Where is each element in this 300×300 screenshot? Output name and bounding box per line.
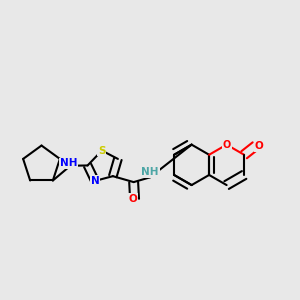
Text: O: O [223, 140, 231, 150]
Text: S: S [98, 146, 106, 156]
Text: O: O [129, 194, 137, 204]
Text: O: O [255, 141, 263, 151]
Text: NH: NH [141, 167, 159, 177]
Text: N: N [91, 176, 99, 186]
Text: NH: NH [60, 158, 78, 168]
